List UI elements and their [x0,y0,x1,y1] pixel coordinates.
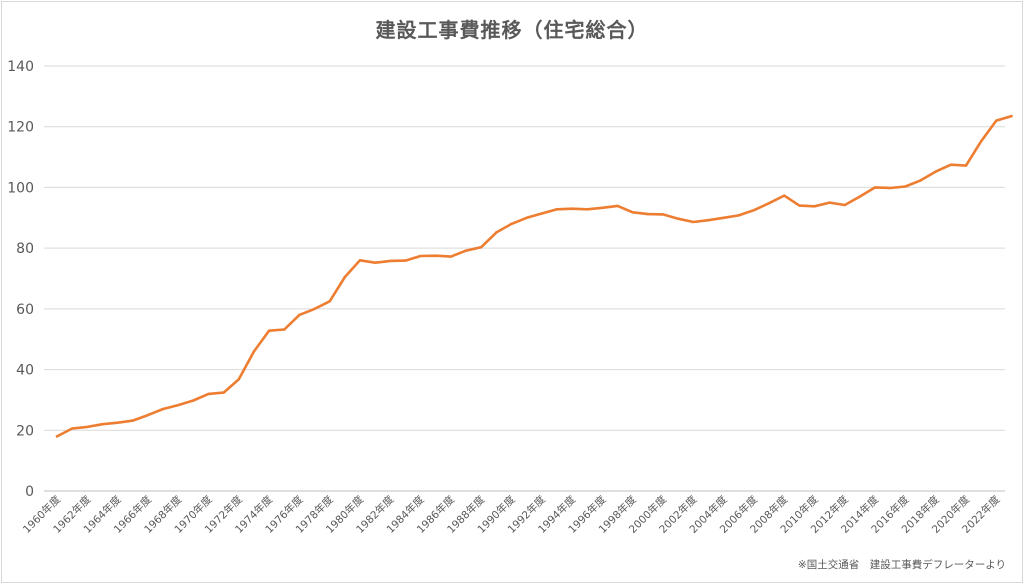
data-point [131,419,134,422]
data-point [419,254,422,258]
data-point [843,203,846,207]
data-point [252,350,256,353]
data-point [995,119,998,122]
y-tick-label: 60 [16,302,34,318]
data-point [676,217,680,220]
data-point [889,186,892,190]
series-line-group [55,114,1013,438]
data-point [389,259,392,263]
y-tick-label: 80 [16,241,34,257]
data-point [161,407,165,411]
data-point [570,207,574,210]
data-point [601,206,604,209]
data-point [480,246,483,249]
data-point [449,255,453,258]
series-line [55,114,1013,438]
data-point [525,216,528,219]
data-point [510,222,513,226]
y-tick-label: 0 [25,484,34,500]
data-point [404,259,407,262]
data-point [631,211,634,214]
data-point [116,421,119,424]
data-point [979,140,983,143]
y-tick-label: 100 [7,180,34,196]
data-point [495,231,498,234]
data-point [464,249,468,252]
data-point [858,195,862,198]
data-point [873,186,877,189]
data-point [328,300,331,303]
data-point [949,163,953,166]
data-point [55,435,59,438]
data-point [283,328,286,331]
data-point [146,413,150,417]
data-point [86,425,89,429]
data-point [752,208,756,212]
chart-title: 建設工事費推移（住宅総合） [375,18,649,42]
data-point [313,307,316,311]
data-point [267,329,271,332]
y-tick-label: 120 [7,120,34,136]
data-point [237,378,240,381]
data-point [692,220,695,224]
y-tick-label: 140 [7,59,34,75]
data-point [661,213,665,216]
data-point [192,399,195,402]
data-point [373,261,377,264]
data-point [828,201,831,204]
data-point [207,392,210,396]
data-point [707,219,710,222]
data-point [555,208,559,211]
data-point [434,254,437,257]
data-point [798,204,801,207]
data-point [70,427,74,430]
data-point [177,403,180,407]
y-axis-tick-labels: 0 20 40 60 80 100 120 140 [7,59,34,500]
x-axis-tick-labels: 1960年度1962年度1964年度1966年度1968年度1970年度1972… [20,493,1003,536]
data-point [586,208,589,211]
data-point [343,275,347,279]
y-tick-label: 20 [16,423,34,439]
gridlines [44,65,1005,492]
data-point [616,204,619,208]
y-tick-label: 40 [16,363,34,379]
data-point [1010,114,1013,118]
source-note: ※国土交通省 建設工事費デフレーターより [797,559,1006,571]
data-point [904,185,907,188]
data-point [919,179,922,182]
data-point [767,202,771,205]
data-point [101,423,104,426]
data-point [540,212,543,215]
data-point [964,164,968,167]
data-point [813,205,816,208]
data-point [646,212,650,216]
data-point [298,313,301,317]
data-point [783,194,786,197]
data-point [358,259,362,262]
data-point [722,216,725,219]
data-point [737,214,740,217]
data-point [934,170,937,173]
data-point [222,391,225,394]
